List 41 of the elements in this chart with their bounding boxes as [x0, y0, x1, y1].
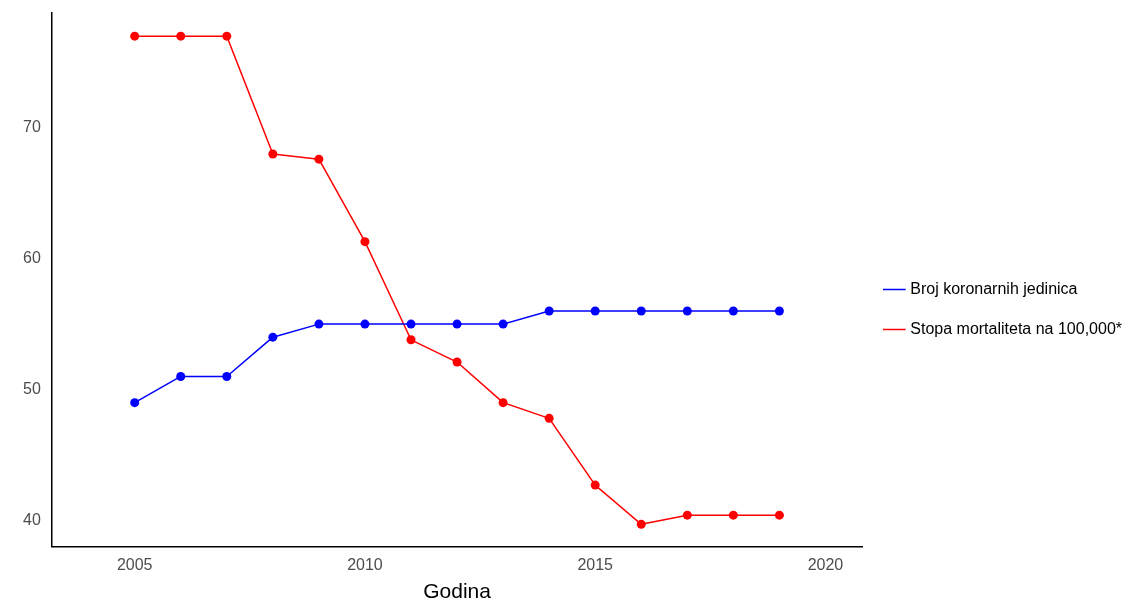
- point: [682, 510, 692, 520]
- point: [544, 413, 554, 423]
- y-tick-label: 40: [23, 510, 41, 528]
- point: [130, 31, 140, 41]
- point: [590, 480, 600, 490]
- point: [544, 306, 554, 316]
- point: [176, 31, 186, 41]
- point: [360, 237, 370, 247]
- y-tick-label: 60: [23, 249, 41, 267]
- point: [452, 357, 462, 367]
- point: [176, 371, 186, 381]
- point: [406, 319, 416, 329]
- point: [314, 154, 324, 164]
- point: [636, 306, 646, 316]
- point: [774, 306, 784, 316]
- x-tick-label: 2010: [347, 555, 383, 573]
- point: [728, 306, 738, 316]
- point: [452, 319, 462, 329]
- point: [314, 319, 324, 329]
- point: [268, 149, 278, 159]
- point: [360, 319, 370, 329]
- y-tick-label: 50: [23, 379, 41, 397]
- x-tick-label: 2015: [577, 555, 614, 573]
- y-tick-label: 70: [23, 118, 41, 136]
- point: [636, 519, 646, 529]
- point: [498, 319, 508, 329]
- legend-label: Stopa mortaliteta na 100,000*: [910, 319, 1122, 337]
- point: [590, 306, 600, 316]
- point: [222, 371, 232, 381]
- point: [268, 332, 278, 342]
- point: [406, 335, 416, 345]
- point: [222, 31, 232, 41]
- point: [498, 398, 508, 408]
- legend-label: Broj koronarnih jedinica: [910, 279, 1078, 297]
- point: [682, 306, 692, 316]
- point: [728, 510, 738, 520]
- x-axis-title: Godina: [423, 579, 492, 603]
- x-tick-label: 2005: [116, 555, 153, 573]
- point: [774, 510, 784, 520]
- x-tick-label: 2020: [807, 555, 844, 573]
- point: [130, 398, 140, 408]
